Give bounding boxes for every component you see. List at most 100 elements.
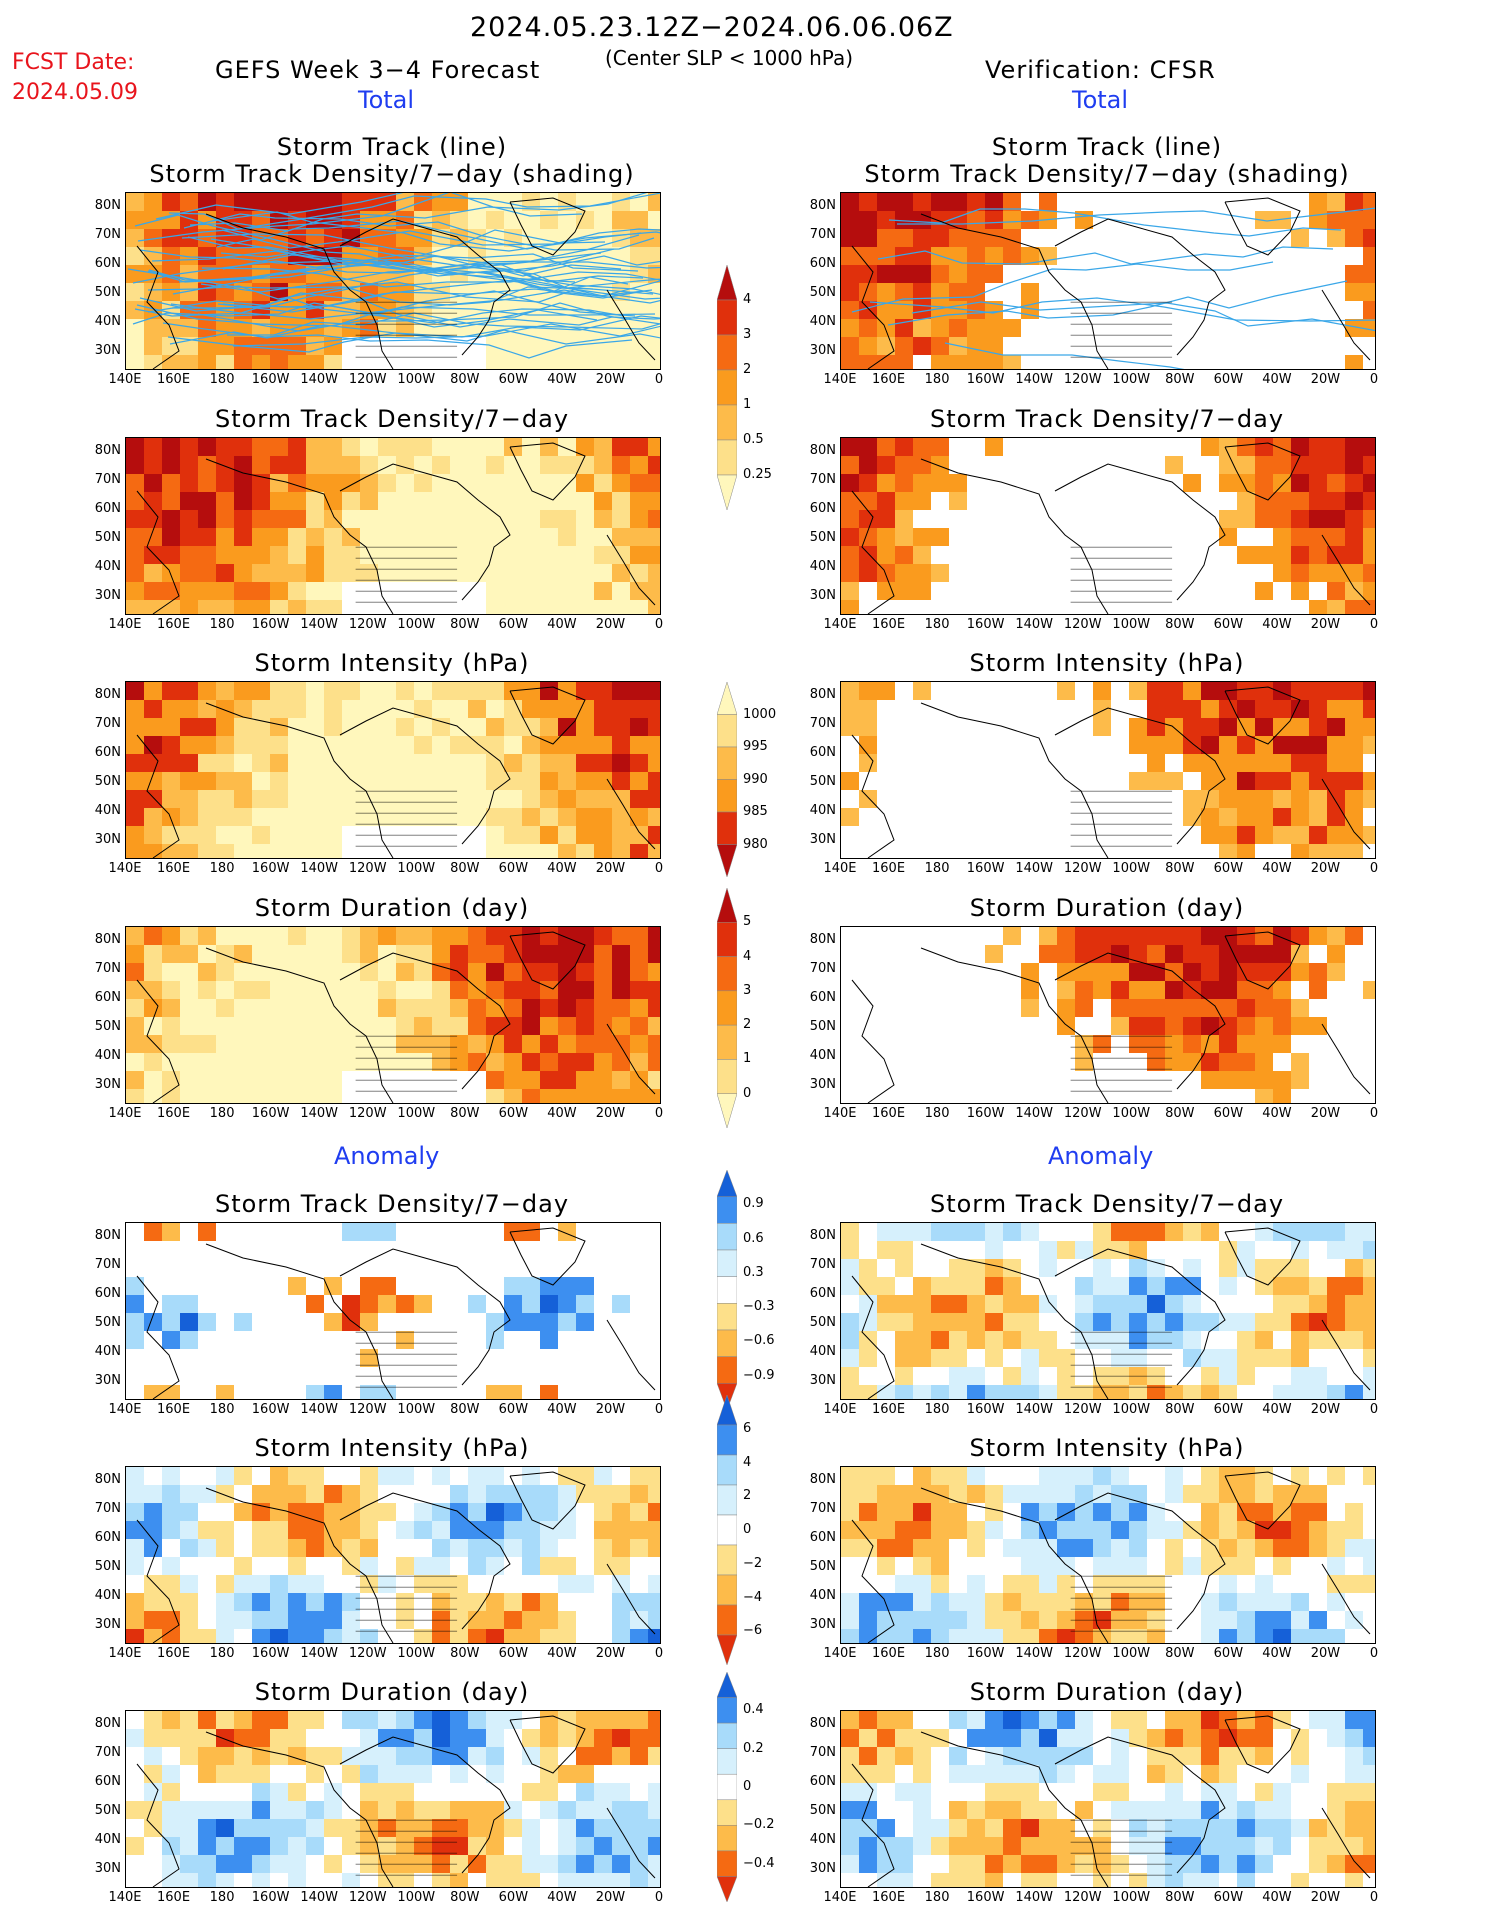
lon-tick-label: 120W: [348, 1646, 387, 1661]
lon-tick-label: 160E: [157, 1402, 191, 1417]
colorbar-tick-label: −6: [743, 1623, 763, 1639]
lon-tick-label: 40W: [1262, 617, 1292, 632]
panel-title-intensity: Storm Intensity (hPa): [254, 649, 530, 677]
lon-tick-label: 100W: [397, 1106, 436, 1121]
lon-tick-label: 140W: [300, 372, 338, 387]
lon-tick-label: 160E: [872, 1106, 906, 1121]
lon-tick-label: 20W: [1310, 1646, 1341, 1661]
coastline: [1321, 1807, 1371, 1879]
lat-tick-label: 50N: [809, 1803, 836, 1818]
lon-tick-label: 120W: [1063, 372, 1102, 387]
lon-tick-label: 80W: [1165, 1646, 1195, 1661]
lon-tick-label: 40W: [547, 1890, 577, 1905]
storm-track-line: [197, 302, 660, 332]
lon-tick-label: 0: [1369, 372, 1379, 387]
lon-tick-label: 40W: [547, 1402, 577, 1417]
lon-tick-label: 100W: [397, 372, 436, 387]
lon-tick-label: 100W: [397, 1646, 436, 1661]
lon-tick-label: 120W: [1063, 617, 1102, 632]
panel-title-intensity: Storm Intensity (hPa): [969, 649, 1245, 677]
colorbar-density-anom: [716, 1169, 738, 1411]
colorbar-tick-label: 1: [743, 397, 752, 412]
verification-map-panel: [840, 1466, 1376, 1644]
forecast-map-panel: [125, 192, 661, 370]
lon-tick-label: 180: [924, 1106, 950, 1121]
storm-track-line: [151, 248, 615, 272]
lon-tick-label: 120W: [1063, 1402, 1102, 1417]
lon-tick-label: 140W: [1015, 372, 1053, 387]
section-anomaly-left: Anomaly: [334, 1142, 440, 1170]
lon-tick-label: 60W: [1213, 1402, 1244, 1417]
lon-tick-label: 160E: [872, 1890, 906, 1905]
lon-tick-label: 120W: [348, 1890, 387, 1905]
lat-tick-label: 30N: [94, 343, 121, 358]
colorbar-tick-label: 2: [743, 362, 752, 377]
coastline: [205, 1487, 394, 1643]
coastline: [205, 1731, 394, 1887]
lat-tick-label: 40N: [809, 1048, 836, 1063]
lat-tick-label: 40N: [94, 1588, 121, 1603]
coastline: [136, 1763, 180, 1887]
coastline: [1054, 1736, 1226, 1874]
lat-tick-label: 60N: [94, 256, 121, 271]
lon-tick-label: 140W: [1015, 861, 1053, 876]
colorbar-tick-label: −0.9: [743, 1367, 775, 1383]
lat-tick-label: 70N: [809, 961, 836, 976]
lat-tick-label: 40N: [809, 1344, 836, 1359]
lon-tick-label: 60W: [498, 1402, 529, 1417]
colorbar-tick-label: −0.4: [743, 1855, 775, 1871]
lat-tick-label: 70N: [94, 1745, 121, 1760]
lon-tick-label: 160W: [966, 1890, 1005, 1905]
colorbar-tick-label: 3: [743, 327, 752, 342]
colorbar-duration-total: [716, 887, 738, 1129]
lon-tick-label: 160W: [251, 372, 290, 387]
verification-label: Verification: CFSR: [985, 56, 1216, 84]
lat-tick-label: 80N: [809, 1472, 836, 1487]
lon-tick-label: 0: [1369, 1106, 1379, 1121]
coastline: [1224, 931, 1301, 990]
lon-tick-label: 140E: [108, 1646, 142, 1661]
lon-tick-label: 80W: [450, 617, 480, 632]
lat-tick-label: 50N: [94, 1803, 121, 1818]
lat-tick-label: 30N: [809, 1861, 836, 1876]
coastline: [136, 979, 180, 1103]
lon-tick-label: 80W: [1165, 861, 1195, 876]
coastline: [1224, 442, 1301, 501]
criterion-label: (Center SLP < 1000 hPa): [605, 46, 853, 70]
coastline: [136, 734, 180, 858]
lon-tick-label: 140W: [300, 1402, 338, 1417]
lat-tick-label: 60N: [94, 1286, 121, 1301]
coastline: [851, 490, 895, 614]
lon-tick-label: 140W: [1015, 617, 1053, 632]
lat-tick-label: 60N: [809, 745, 836, 760]
panel-title-duration: Storm Duration (day): [969, 894, 1245, 922]
lat-tick-label: 40N: [809, 559, 836, 574]
colorbar-tick-label: 0: [743, 1085, 752, 1101]
colorbar-tick-label: 0.6: [743, 1230, 764, 1246]
lat-tick-label: 80N: [809, 932, 836, 947]
lon-tick-label: 160E: [872, 861, 906, 876]
lat-tick-label: 40N: [809, 1588, 836, 1603]
coastline: [920, 458, 1109, 614]
storm-track-line: [147, 281, 654, 303]
coastline: [205, 213, 394, 369]
lat-tick-label: 70N: [809, 227, 836, 242]
coastline: [1054, 1248, 1226, 1386]
storm-track-line: [232, 323, 660, 347]
lon-tick-label: 40W: [547, 1106, 577, 1121]
colorbar-tick-label: 4: [743, 948, 752, 964]
colorbar-tick-label: −0.2: [743, 1817, 775, 1833]
lon-tick-label: 180: [209, 1646, 235, 1661]
colorbar-tick-label: 5: [743, 914, 752, 930]
lon-tick-label: 80W: [450, 861, 480, 876]
coastline: [851, 1519, 895, 1643]
lon-tick-label: 100W: [1112, 1106, 1151, 1121]
colorbar-tick-label: 0.4: [743, 1702, 764, 1718]
coastline: [606, 1563, 656, 1635]
storm-track-line: [139, 276, 629, 312]
coastline: [1321, 1319, 1371, 1391]
lat-tick-label: 60N: [809, 256, 836, 271]
lon-tick-label: 100W: [397, 861, 436, 876]
lon-tick-label: 160E: [872, 1646, 906, 1661]
fcst-date-label: FCST Date:: [12, 50, 135, 75]
